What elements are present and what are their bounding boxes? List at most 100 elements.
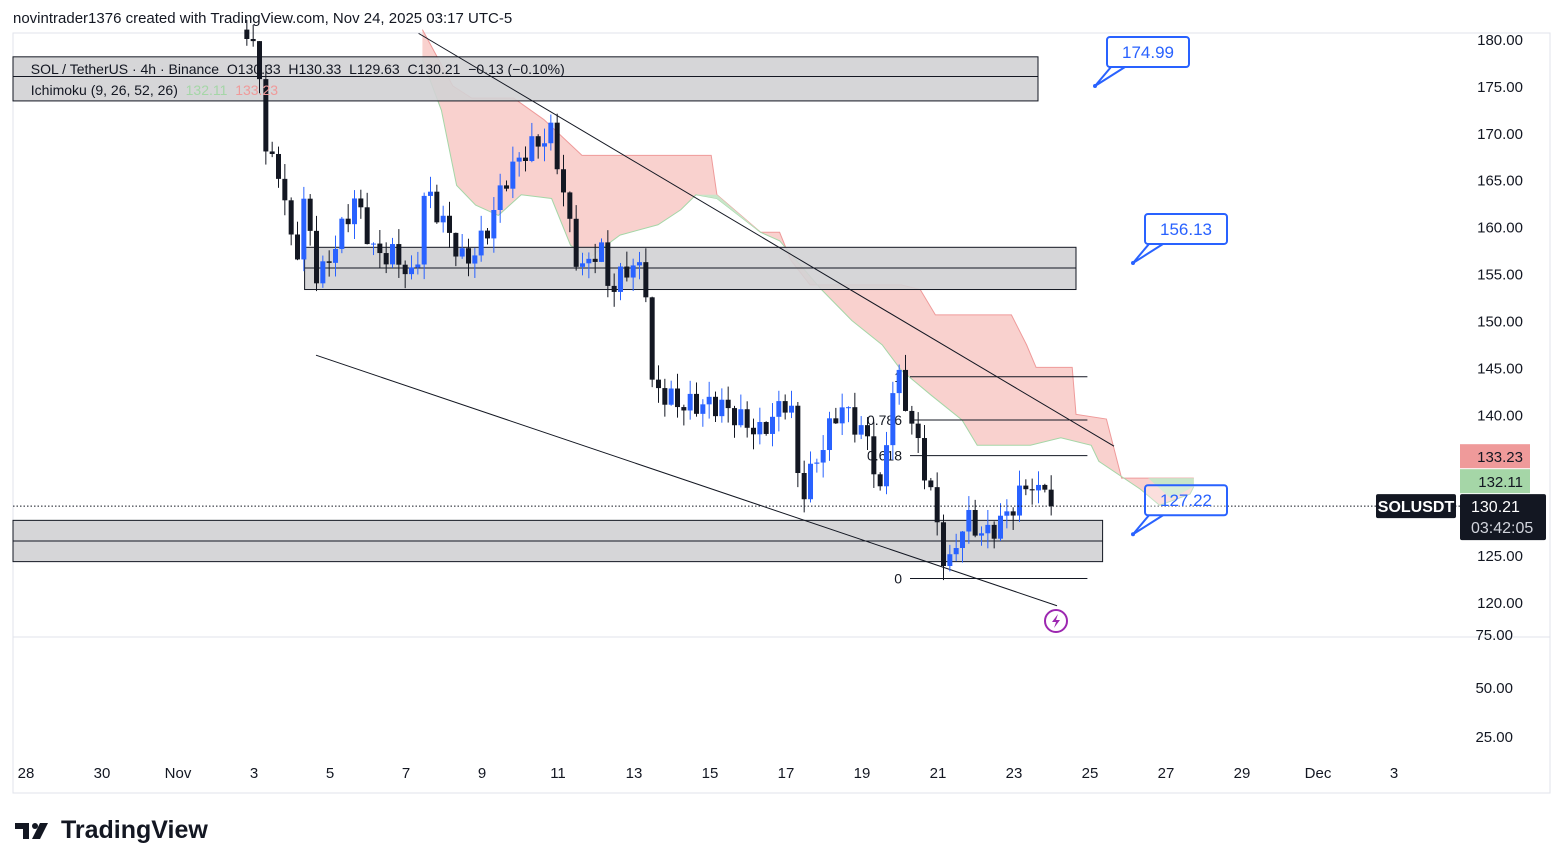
candle[interactable] — [339, 216, 345, 254]
price-callout[interactable]: 156.13 — [1131, 212, 1228, 265]
candle[interactable] — [333, 235, 339, 277]
candle[interactable] — [542, 128, 548, 162]
candle[interactable] — [535, 134, 541, 159]
price-callout[interactable]: 174.99 — [1093, 36, 1190, 89]
candle[interactable] — [668, 380, 674, 406]
candle[interactable] — [820, 435, 826, 478]
candle[interactable] — [599, 238, 605, 263]
candle[interactable] — [396, 229, 402, 278]
candle[interactable] — [434, 184, 440, 224]
candle[interactable] — [694, 382, 700, 417]
candle[interactable] — [903, 354, 909, 412]
candle[interactable] — [839, 393, 845, 436]
candle[interactable] — [953, 533, 959, 562]
candle[interactable] — [288, 197, 294, 246]
candle[interactable] — [687, 380, 693, 420]
candle[interactable] — [358, 189, 364, 219]
candle[interactable] — [611, 273, 617, 307]
candle[interactable] — [966, 496, 972, 544]
candle[interactable] — [675, 373, 681, 418]
candle[interactable] — [1029, 478, 1035, 505]
candle[interactable] — [491, 197, 497, 253]
candle[interactable] — [1004, 499, 1010, 529]
candle[interactable] — [643, 248, 649, 303]
candle[interactable] — [877, 472, 883, 491]
candle[interactable] — [580, 252, 586, 276]
trendline[interactable] — [315, 354, 1058, 607]
candle[interactable] — [624, 251, 630, 282]
candle[interactable] — [1042, 483, 1048, 493]
candle[interactable] — [846, 406, 852, 423]
candle[interactable] — [814, 458, 820, 473]
candle[interactable] — [1048, 475, 1054, 516]
candle[interactable] — [447, 201, 453, 248]
candle[interactable] — [827, 411, 833, 461]
candle[interactable] — [896, 364, 902, 405]
candle[interactable] — [706, 381, 712, 419]
candle[interactable] — [890, 381, 896, 460]
candle[interactable] — [934, 472, 940, 536]
candle[interactable] — [618, 262, 624, 301]
candle[interactable] — [801, 460, 807, 513]
support-resistance-zone[interactable] — [12, 56, 1039, 102]
candle[interactable] — [922, 425, 928, 490]
candle[interactable] — [782, 394, 788, 420]
candle[interactable] — [244, 19, 250, 46]
candle[interactable] — [497, 173, 503, 223]
candle[interactable] — [719, 388, 725, 423]
candle[interactable] — [795, 402, 801, 488]
candle[interactable] — [409, 255, 415, 280]
symbol-legend[interactable]: SOL / TetherUS · 4h · Binance O130.33 H1… — [23, 45, 565, 77]
candle[interactable] — [972, 499, 978, 538]
candle[interactable] — [947, 544, 953, 572]
candle[interactable] — [529, 122, 535, 163]
candle[interactable] — [630, 258, 636, 292]
candle[interactable] — [605, 230, 611, 298]
candle[interactable] — [459, 234, 465, 259]
candle[interactable] — [440, 205, 446, 233]
candle[interactable] — [738, 394, 744, 428]
candle[interactable] — [548, 114, 554, 151]
candle[interactable] — [257, 41, 263, 94]
candle[interactable] — [662, 378, 668, 417]
candle[interactable] — [884, 431, 890, 495]
candle[interactable] — [364, 192, 370, 245]
candle[interactable] — [586, 252, 592, 279]
candle[interactable] — [744, 401, 750, 438]
candle[interactable] — [453, 232, 459, 267]
candle[interactable] — [757, 407, 763, 445]
candle[interactable] — [554, 113, 560, 175]
candle[interactable] — [352, 190, 358, 239]
candle[interactable] — [295, 221, 301, 261]
candle[interactable] — [941, 514, 947, 581]
candle[interactable] — [725, 386, 731, 423]
candle[interactable] — [428, 176, 434, 209]
candle[interactable] — [998, 503, 1004, 541]
candle[interactable] — [523, 146, 529, 172]
candle[interactable] — [858, 416, 864, 440]
candle[interactable] — [1023, 479, 1029, 496]
candle[interactable] — [871, 421, 877, 488]
candle[interactable] — [713, 391, 719, 423]
candle[interactable] — [269, 141, 275, 158]
candle[interactable] — [263, 65, 269, 165]
candle[interactable] — [1017, 470, 1023, 522]
candle[interactable] — [732, 405, 738, 438]
candle[interactable] — [516, 152, 522, 177]
candle[interactable] — [681, 404, 687, 426]
price-callout[interactable]: 127.22 — [1131, 484, 1228, 537]
candle[interactable] — [808, 451, 814, 503]
candle[interactable] — [383, 242, 389, 274]
candle[interactable] — [561, 154, 567, 207]
candle[interactable] — [402, 260, 408, 289]
candle[interactable] — [485, 227, 491, 245]
candle[interactable] — [979, 526, 985, 546]
candle[interactable] — [573, 205, 579, 271]
candle[interactable] — [637, 251, 643, 280]
candle[interactable] — [852, 392, 858, 443]
candle[interactable] — [301, 186, 307, 272]
candle[interactable] — [390, 237, 396, 268]
candle[interactable] — [985, 509, 991, 549]
candle[interactable] — [865, 417, 871, 451]
